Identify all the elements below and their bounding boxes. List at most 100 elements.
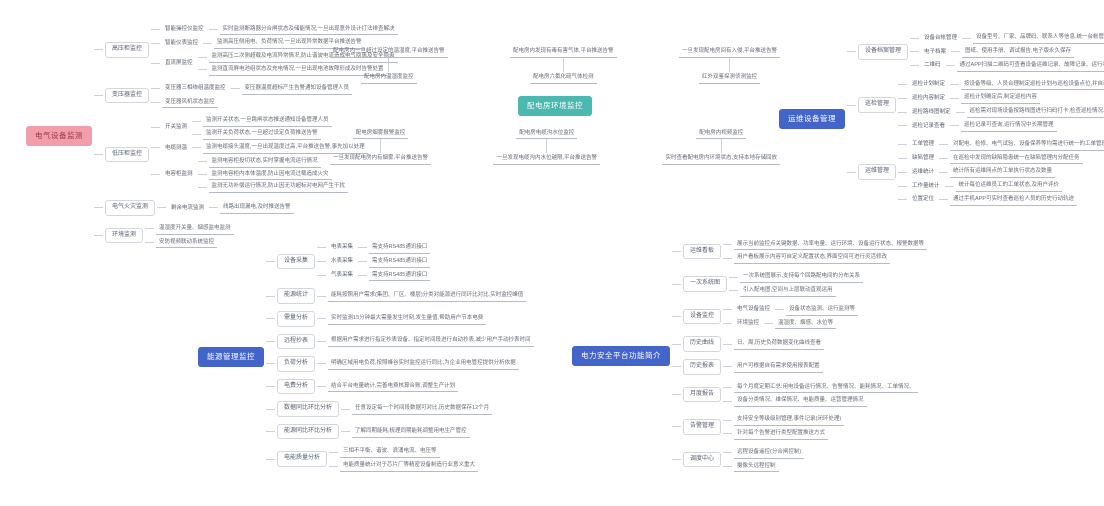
topic-node[interactable]: 电气火灾监测 [105,200,156,216]
leaf-topic[interactable]: 巡检记录可查询,运行情况中长期管理 [961,120,1057,132]
leaf-topic[interactable]: 结合平台电量统计,完善电费核算合账,调整生产计划 [328,381,459,393]
topic-node[interactable]: 设备台帐管理 [924,34,958,41]
leaf-topic[interactable]: 监测高压二次侧超载及电流异常情况,防止谐波电流造成电气隐患及安全隐患 [208,51,398,64]
leaf-topic[interactable]: 一次系统图展示,支持每个回路配电间的分布关系 [740,271,864,284]
leaf-topic[interactable]: 变压器温度超标产生告警通知设备管理人员 [241,83,353,95]
topic-node[interactable]: 巡检记录查看 [912,122,946,129]
topic-node[interactable]: 电容柜监测 [165,171,193,178]
leaf-topic[interactable]: 配电房内一旦超过设定的温湿度,平台推送告警 [330,46,448,58]
leaf-topic[interactable]: 展示当前监控点关键数据、功率电量、运行环境、设备运行状态、报警数据等 [734,239,928,251]
topic-node[interactable]: 智能操控仪监控 [165,26,204,33]
topic-node[interactable]: 二维码 [924,62,941,69]
topic-node[interactable]: 剩余电流监测 [171,204,205,211]
leaf-topic[interactable]: 日、周,历史负荷数据变化曲线查看 [734,338,825,351]
leaf-topic[interactable]: 统计每位运维员工的工单状态,及用户评价 [955,180,1063,192]
leaf-topic[interactable]: 需支持RS485通讯接口 [369,270,431,282]
topic-node[interactable]: 数据同比环比分析 [277,401,340,417]
topic-node[interactable]: 设备档案管理 [858,44,909,60]
topic-node[interactable]: 配电房内温湿度监控 [361,72,417,84]
topic-node[interactable]: 一次系统图 [683,276,728,292]
leaf-topic[interactable]: 监测直流屏电池组状态及充电情况,一旦出现电池故障形成及时告警处置 [208,64,387,76]
topic-node[interactable]: 远程抄表 [277,333,316,350]
topic-node[interactable]: 巡检管理 [858,97,897,113]
topic-node[interactable]: 环境监控 [737,320,760,327]
leaf-topic[interactable]: 根据用户需求进行指定抄表设备、指定时间段进行自动抄表,减少用户手动抄表时间 [328,335,534,348]
topic-node[interactable]: 工作量统计 [912,182,940,189]
root-topic[interactable]: 配电房环境监控 [518,95,592,116]
leaf-topic[interactable]: 监测开关负荷状态,一旦超过设定负荷推送告警 [203,128,321,140]
leaf-topic[interactable]: 用户看板展示内容可自定义配置状态,界面空间可进行灵活修改 [734,252,891,265]
leaf-topic[interactable]: 温湿度开关量、烟感监电监测 [156,223,234,235]
topic-node[interactable]: 电气设备监控 [737,306,771,313]
topic-node[interactable]: 巡检计划制定 [912,81,946,88]
root-topic[interactable]: 电力安全平台功能简介 [572,345,670,366]
leaf-topic[interactable]: 一旦发现配电房间有入侵,平台推送告警 [678,46,780,58]
leaf-topic[interactable]: 通过手机APP可实时查看巡检人员的历史行动轨迹 [950,194,1078,206]
leaf-topic[interactable]: 巡检计划确定后,制定巡检内容 [961,92,1041,105]
topic-node[interactable]: 工单管理 [912,141,935,148]
leaf-topic[interactable]: 监测电容柜投切状态,实时掌握电流运行情况 [208,156,321,168]
topic-node[interactable]: 能源同比环比分析 [277,423,340,440]
leaf-topic[interactable]: 变压器风机状态监控 [162,97,218,109]
leaf-topic[interactable]: 对配电、检修、电气试验、设备保养等均需进行统一的工单管理和下发 [950,139,1104,151]
leaf-topic[interactable]: 电能质量统计对于芯片厂等精密设备制造行业意义重大 [340,460,479,473]
leaf-topic[interactable]: 设备分类情况、维保情况、电能质量、运营管理情况 [734,395,867,408]
topic-node[interactable]: 能源统计 [277,288,316,304]
topic-node[interactable]: 历史报表 [683,359,722,375]
topic-node[interactable]: 巡检路线图制定 [912,108,951,115]
topic-node[interactable]: 负荷分析 [277,356,316,372]
leaf-topic[interactable]: 实时监测断路器分合闸状态及储能情况,一旦出现意外设计打法排查解决 [219,24,398,36]
leaf-topic[interactable]: 能耗按照用户需求(集团、厂区、楼层)分类对能源进行同环比对比,实时监控峰值 [328,290,527,303]
leaf-topic[interactable]: 监测电缆接头温度,一旦出现温度过高,平台推送告警,事先加以处理 [203,142,368,154]
topic-node[interactable]: 设备采集 [277,253,316,270]
leaf-topic[interactable]: 监测无功补偿运行情况,防止因无功超标对电网产生干扰 [208,181,349,194]
leaf-topic[interactable]: 温湿度、烟感、水位等 [775,318,837,330]
topic-node[interactable]: 运维看板 [683,243,722,260]
topic-node[interactable]: 配电房内视频监控 [696,128,747,140]
leaf-topic[interactable]: 监测高压侧用电、负荷情况,一旦出现异常数据平台推送告警 [214,37,365,50]
root-topic[interactable]: 电气设备监测 [26,126,92,146]
topic-node[interactable]: 电缆测温 [165,144,188,151]
leaf-topic[interactable]: 通过APP扫描二维码可查看设备运维记录、故障记录、运行状态 [956,60,1104,72]
topic-node[interactable]: 电能质量分析 [277,451,328,468]
leaf-topic[interactable]: 任意设定每一个时间段数据可对比,历史数据保存12个月 [352,403,493,415]
topic-node[interactable]: 电子档案 [924,48,947,55]
topic-node[interactable]: 变压器监控 [105,87,150,104]
topic-node[interactable]: 开关监测 [165,124,188,131]
root-topic[interactable]: 运维设备管理 [779,109,845,129]
leaf-topic[interactable]: 巡检需对现场设备按路线图进行扫码打卡,检查巡检情况、杜绝漏检 [966,106,1104,118]
leaf-topic[interactable]: 需支持RS485通讯接口 [369,242,431,254]
topic-node[interactable]: 智能仪表监控 [165,39,199,46]
topic-node[interactable]: 调度中心 [683,451,722,468]
leaf-topic[interactable]: 在巡检中发现的缺陷隐患统一在缺陷管理内分配任务 [950,153,1083,165]
topic-node[interactable]: 运维管理 [858,164,897,181]
topic-node[interactable]: 缺陷管理 [912,155,935,162]
root-topic[interactable]: 能源管理监控 [198,347,264,367]
leaf-topic[interactable]: 了解同期能耗,梳理同期能耗调整用电生产管控 [352,426,470,438]
topic-node[interactable]: 配电房烟雾报警监控 [352,128,409,140]
topic-node[interactable]: 气表采集 [331,272,354,279]
leaf-topic[interactable]: 设备型号、厂家、品牌码、联系人等信息,统一台帐管理 [973,32,1104,45]
topic-node[interactable]: 低压柜监控 [105,146,150,163]
leaf-topic[interactable]: 安防视频联动系统监控 [156,237,218,249]
topic-node[interactable]: 配电房六氟化硫气体检测 [529,72,597,84]
leaf-topic[interactable]: 明确区域用电负荷,按照峰谷实时监控运行同比,为企业用电管控提供分析依据 [328,358,519,370]
topic-node[interactable]: 巡检内容制定 [912,94,946,101]
topic-node[interactable]: 需量分析 [277,310,316,327]
topic-node[interactable]: 月度报告 [683,386,722,403]
leaf-topic[interactable]: 三相不平衡、谐波、浪涌电流、电压等 [340,446,440,459]
topic-node[interactable]: 变压器三相绕组温度监控 [165,85,226,92]
leaf-topic[interactable]: 需支持RS485通讯接口 [369,256,431,268]
leaf-topic[interactable]: 用户可根据自有需求使用报表配置 [734,361,823,373]
topic-node[interactable]: 配电房电缆沟水位监控 [516,128,578,140]
leaf-topic[interactable]: 监测开关状态,一旦跳闸状态推送通知设备管理人员 [203,115,332,128]
topic-node[interactable]: 高压柜监控 [105,41,150,58]
topic-node[interactable]: 环境监测 [105,227,144,244]
topic-node[interactable]: 电表采集 [331,244,354,251]
topic-node[interactable]: 设备监控 [683,308,722,325]
leaf-topic[interactable]: 引入配电图,空间与上层联动直观运用 [740,285,836,297]
leaf-topic[interactable]: 按设备等级、人员合理制定巡检计划与巡检设备点位,并自动提醒 [961,79,1104,91]
leaf-topic[interactable]: 配电房内发现有毒有害气体,平台推送告警 [509,46,617,58]
topic-node[interactable]: 位置定位 [912,196,935,203]
topic-node[interactable]: 水表采集 [331,258,354,265]
